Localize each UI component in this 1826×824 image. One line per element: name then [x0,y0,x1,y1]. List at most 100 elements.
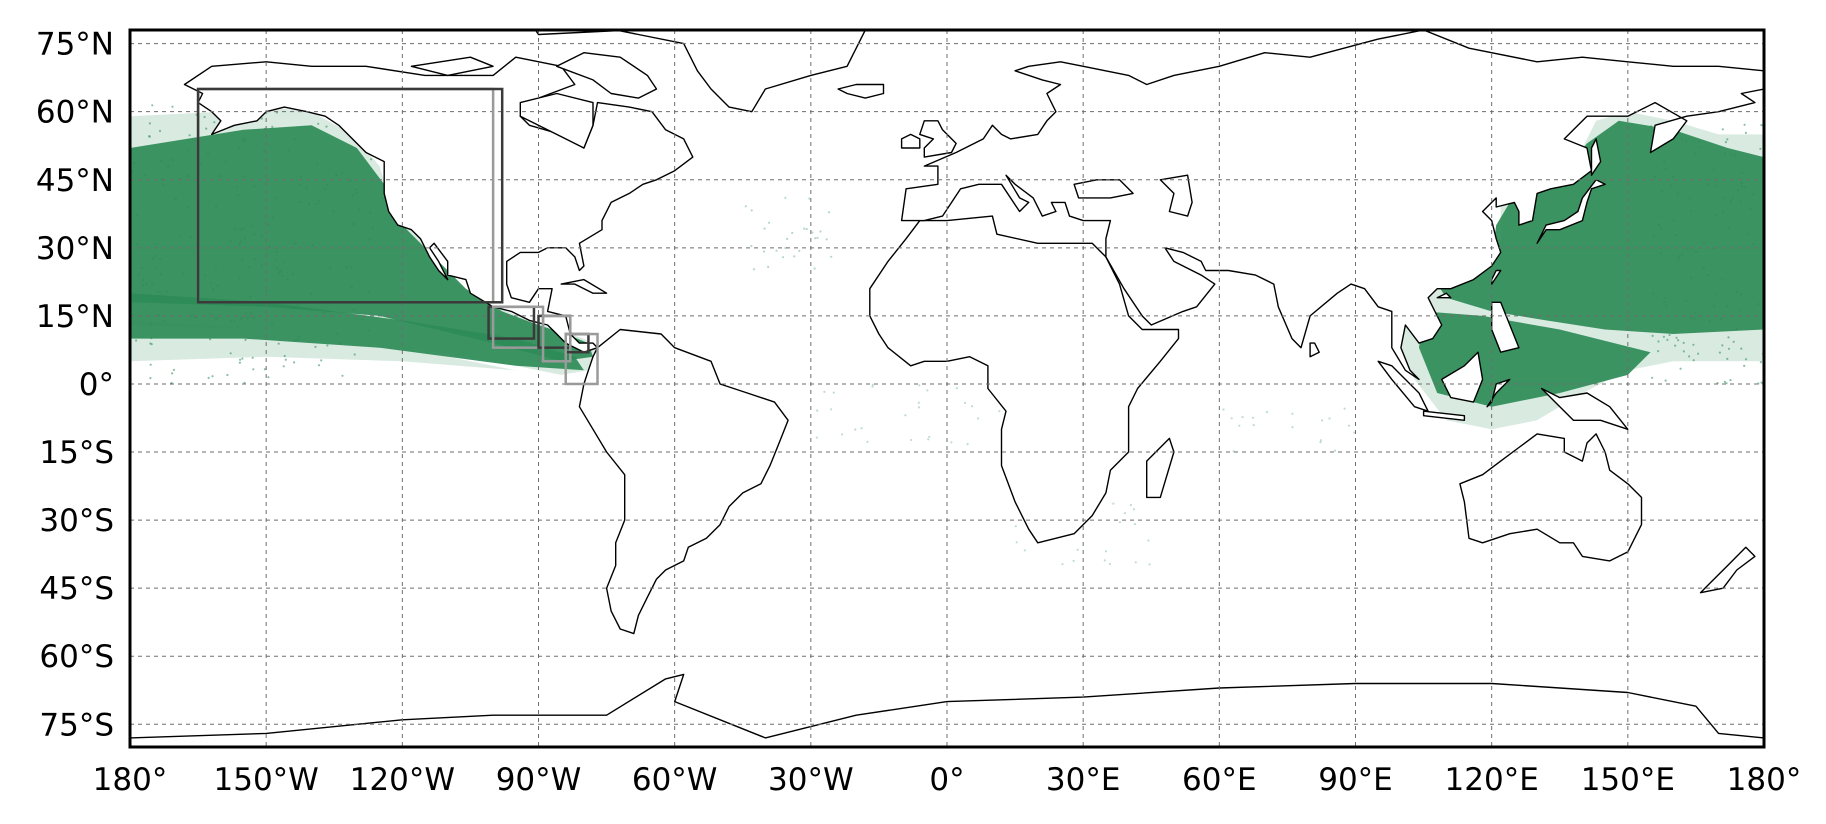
data-point [263,127,266,131]
data-point [1732,340,1735,343]
data-point [1740,181,1743,185]
sulawesi-coastline [1486,378,1511,408]
data-point [819,230,822,233]
lon-tick-label: 0° [929,762,964,798]
data-point [1686,248,1689,251]
data-point [133,295,136,298]
data-point [955,387,959,390]
data-point [1675,336,1678,339]
data-point [1724,152,1727,155]
data-point [215,205,218,208]
data-point [1660,190,1663,193]
data-point [253,185,256,188]
data-point [1660,327,1663,330]
south-america-coastline [578,328,789,635]
data-point [236,185,239,188]
data-point [265,289,268,293]
data-point [252,368,255,371]
ireland-coastline [900,133,921,149]
data-point [1657,340,1660,343]
data-point [1744,358,1748,361]
data-point [1737,189,1740,192]
data-point [1752,193,1755,196]
data-point [148,122,151,125]
data-point [815,436,818,439]
new-zealand-coastline [1699,546,1756,594]
data-point [316,162,319,165]
data-point [971,405,974,408]
data-point [1735,327,1738,331]
hudson-bay-outline [519,92,594,149]
data-point [293,361,296,364]
data-point [1652,292,1655,295]
region-boxes [196,87,599,386]
data-point [186,299,189,302]
black-sea-outline [1073,179,1134,199]
data-point [782,256,785,259]
data-point [241,175,244,178]
data-point [370,158,373,161]
data-point [1015,541,1018,544]
data-point [1694,311,1697,314]
data-point [1132,508,1135,511]
data-point [750,244,753,248]
data-point [203,115,206,119]
data-point [263,149,266,152]
data-point [241,357,244,360]
data-point [1680,254,1683,257]
graticule [130,30,1764,747]
data-point [317,122,320,125]
data-point [206,153,210,156]
data-point [1658,224,1661,227]
data-point [1675,234,1678,237]
data-point [243,237,246,240]
data-point [263,368,266,371]
data-point [158,129,162,133]
data-point [351,193,354,196]
data-point [1759,147,1762,150]
data-point [750,209,753,212]
data-point [361,318,364,321]
data-point [336,332,339,335]
data-point [1682,341,1685,344]
data-point [1674,344,1677,347]
data-point [1133,523,1137,526]
data-point [300,175,303,178]
data-point [182,272,185,275]
data-point [1729,200,1732,203]
data-point [1668,333,1671,337]
data-point [186,149,189,152]
data-point [137,273,140,276]
data-point [275,258,278,261]
data-point [171,105,174,108]
data-point [155,243,158,246]
data-point [793,255,796,258]
data-point [271,322,274,325]
data-point [1678,258,1681,261]
lon-tick-label: 120°W [350,762,455,798]
data-point [1684,140,1687,143]
data-point [1685,300,1688,303]
data-point [369,211,372,214]
lat-tick-label: 75°N [36,27,114,63]
lat-tick-label: 60°N [36,95,114,131]
hainan-coastline [1436,292,1452,299]
data-point [246,316,249,319]
data-point [1222,408,1225,411]
data-point [213,121,216,124]
data-point [1353,431,1356,434]
data-point [325,125,328,128]
data-point [1697,352,1700,355]
data-point [215,317,218,320]
caspian-sea-outline [1159,174,1193,217]
data-point [1238,424,1241,427]
data-point [149,377,152,380]
data-point [171,372,174,375]
data-point [294,242,297,245]
data-point [150,323,153,326]
data-point [860,427,863,430]
data-point [1698,145,1701,148]
data-point [233,228,236,231]
lat-tick-label: 0° [79,367,114,403]
data-point [167,165,170,168]
